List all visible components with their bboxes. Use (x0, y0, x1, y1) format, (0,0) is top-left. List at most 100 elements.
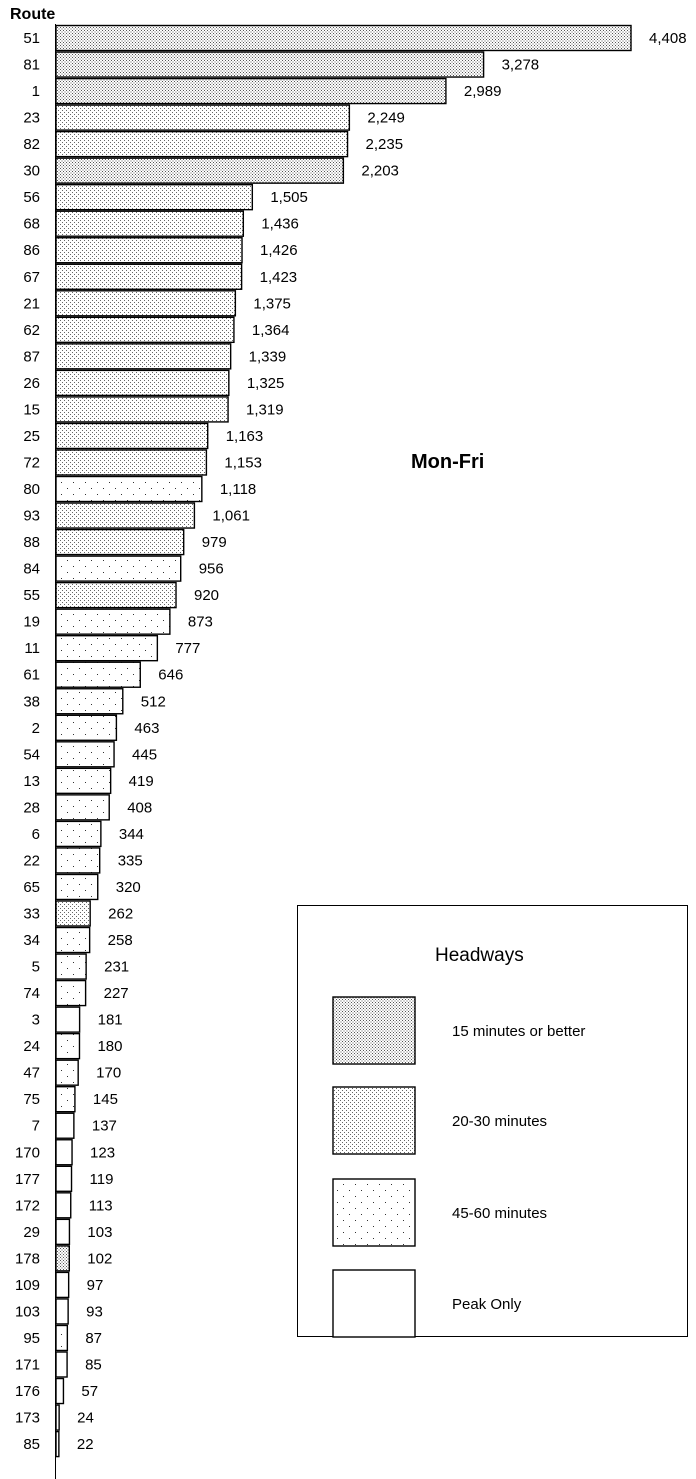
bar-route-33 (55, 900, 91, 927)
value-label: 512 (141, 693, 166, 710)
route-tick-label: 34 (23, 932, 40, 949)
value-label: 335 (118, 852, 143, 869)
bar-route-6 (55, 820, 102, 848)
value-label: 180 (97, 1038, 122, 1055)
bar-route-55 (55, 581, 177, 609)
route-tick-label: 29 (23, 1224, 40, 1241)
legend-label-20_30: 20-30 minutes (452, 1113, 547, 1130)
route-tick-label: 2 (32, 720, 40, 737)
bar-route-51 (55, 24, 632, 52)
value-label: 2,989 (464, 83, 502, 100)
route-tick-label: 80 (23, 481, 40, 498)
bar-route-15 (55, 396, 229, 423)
bar-route-30 (55, 157, 345, 184)
value-label: 1,505 (270, 189, 308, 206)
legend: Headways 15 minutes or better 20-30 minut… (297, 905, 688, 1338)
legend-swatch-15min (332, 996, 416, 1065)
bar-route-109 (55, 1271, 70, 1299)
bar-route-84 (55, 555, 182, 582)
route-tick-label: 30 (23, 163, 40, 180)
bar-route-74 (55, 979, 87, 1007)
route-tick-label: 38 (23, 693, 40, 710)
bar-route-177 (55, 1165, 73, 1192)
legend-label-45_60: 45-60 minutes (452, 1205, 547, 1222)
panel-label: Mon-Fri (411, 451, 484, 473)
value-label: 1,426 (260, 242, 298, 259)
legend-swatch-peak (332, 1269, 416, 1338)
bar-route-87 (55, 343, 232, 370)
value-label: 258 (108, 932, 133, 949)
bar-route-86 (55, 237, 243, 264)
legend-swatch-45_60 (332, 1178, 416, 1247)
bar-route-29 (55, 1218, 71, 1246)
route-tick-label: 172 (15, 1197, 40, 1214)
route-tick-label: 177 (15, 1171, 40, 1188)
value-label: 227 (104, 985, 129, 1002)
bar-route-5 (55, 953, 87, 980)
value-label: 320 (116, 879, 141, 896)
bar-route-21 (55, 290, 237, 317)
route-tick-label: 6 (32, 826, 40, 843)
value-label: 102 (87, 1250, 112, 1267)
value-label: 1,325 (247, 375, 285, 392)
bar-route-62 (55, 316, 235, 344)
route-tick-label: 81 (23, 57, 40, 74)
bar-route-54 (55, 741, 115, 768)
bar-route-82 (55, 130, 349, 158)
legend-swatch-20_30 (332, 1086, 416, 1155)
value-label: 97 (87, 1277, 104, 1294)
bar-route-23 (55, 104, 351, 131)
route-tick-label: 62 (23, 322, 40, 339)
value-label: 181 (98, 1012, 123, 1029)
bar-route-95 (55, 1324, 69, 1352)
value-label: 3,278 (502, 57, 540, 74)
route-tick-label: 54 (23, 746, 40, 763)
value-label: 145 (93, 1091, 118, 1108)
route-tick-label: 26 (23, 375, 40, 392)
value-label: 231 (104, 959, 129, 976)
route-tick-label: 25 (23, 428, 40, 445)
bar-route-38 (55, 688, 124, 715)
value-label: 344 (119, 826, 144, 843)
value-label: 93 (86, 1303, 103, 1320)
route-tick-label: 13 (23, 773, 40, 790)
value-label: 777 (175, 640, 200, 657)
bar-route-13 (55, 767, 112, 795)
legend-label-15min: 15 minutes or better (452, 1023, 585, 1040)
value-label: 4,408 (649, 30, 687, 47)
route-tick-label: 11 (24, 640, 40, 657)
legend-entries: 15 minutes or better 20-30 minutes 45-60 m… (332, 996, 585, 1338)
value-label: 1,364 (252, 322, 290, 339)
value-label: 419 (129, 773, 154, 790)
bar-route-88 (55, 528, 185, 556)
route-tick-label: 88 (23, 534, 40, 551)
route-tick-label: 21 (23, 295, 40, 312)
route-tick-label: 3 (32, 1012, 40, 1029)
value-label: 445 (132, 746, 157, 763)
bar-route-176 (55, 1377, 65, 1405)
bar-route-80 (55, 475, 203, 503)
value-label: 956 (199, 561, 224, 578)
route-tick-label: 23 (23, 110, 40, 127)
bar-route-178 (55, 1245, 71, 1272)
value-label: 170 (96, 1065, 121, 1082)
route-tick-label: 1 (32, 83, 40, 100)
route-tick-label: 24 (23, 1038, 40, 1055)
route-tick-label: 93 (23, 508, 40, 525)
value-label: 1,436 (261, 216, 299, 233)
route-tick-label: 171 (15, 1357, 40, 1374)
route-tick-label: 82 (23, 136, 40, 153)
bar-route-81 (55, 51, 485, 78)
value-label: 85 (85, 1357, 102, 1374)
route-tick-label: 28 (23, 799, 40, 816)
value-label: 87 (85, 1330, 102, 1347)
route-tick-label: 51 (23, 30, 40, 47)
bar-route-2 (55, 714, 118, 741)
route-tick-label: 55 (23, 587, 40, 604)
bar-route-24 (55, 1032, 81, 1060)
route-tick-label: 75 (23, 1091, 40, 1108)
value-label: 22 (77, 1436, 94, 1453)
value-label: 408 (127, 799, 152, 816)
bar-route-93 (55, 502, 196, 529)
route-tick-label: 176 (15, 1383, 40, 1400)
